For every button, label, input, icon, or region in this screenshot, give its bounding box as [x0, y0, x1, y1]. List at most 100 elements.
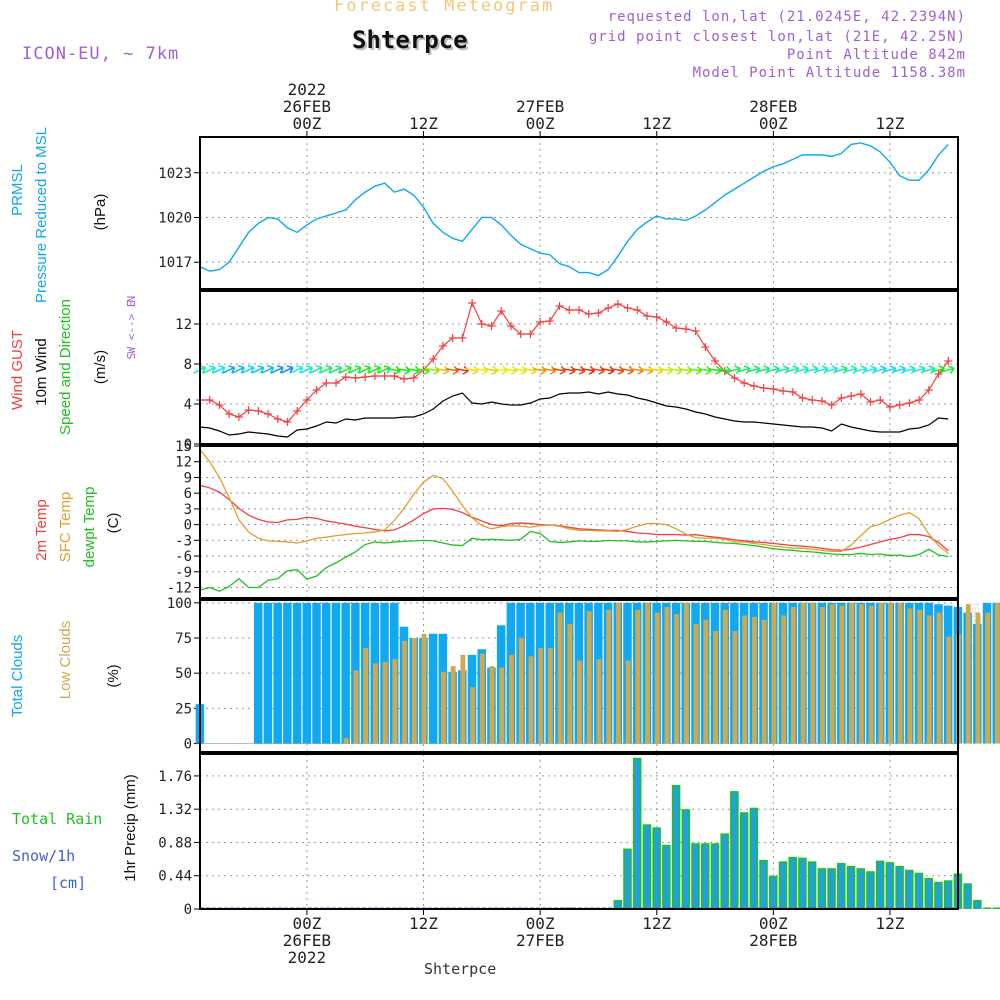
gust-marker — [759, 384, 768, 392]
low-cloud-bar — [586, 611, 592, 744]
low-cloud-bar — [363, 647, 369, 744]
total-cloud-bar — [312, 602, 321, 744]
low-cloud-bar — [509, 654, 514, 744]
low-cloud-bar — [382, 661, 388, 744]
total-cloud-bar — [263, 602, 273, 744]
gust-marker — [361, 373, 370, 381]
clouds-ytick-label: 50 — [175, 666, 192, 682]
wind-direction-arrow — [203, 365, 216, 374]
low-cloud-bar — [460, 654, 466, 744]
low-cloud-bar — [917, 609, 923, 744]
gust-marker — [215, 401, 224, 409]
temperature-frame — [199, 445, 959, 599]
precip-bar-inner — [760, 861, 767, 909]
bottom-time-label: 12Z — [642, 914, 671, 933]
clouds-ytick-label: 25 — [175, 701, 192, 717]
gust-marker — [448, 334, 457, 342]
model-label: ICON-EU, ~ 7km — [22, 44, 180, 64]
low-cloud-bar — [858, 604, 864, 744]
footer-location: Shterpce — [424, 960, 497, 978]
total-cloud-bar — [341, 602, 350, 744]
gust-marker — [264, 410, 273, 418]
low-cloud-bar — [820, 607, 825, 744]
precip-ytick-label: 1.32 — [158, 802, 192, 818]
gust-marker — [749, 382, 758, 390]
total-cloud-bar — [428, 633, 438, 744]
wind-direction-arrow — [309, 365, 323, 374]
precip-bar-inner — [683, 810, 689, 909]
low-cloud-bar — [713, 630, 718, 744]
gust-marker — [808, 396, 817, 404]
wind-direction-arrow — [222, 365, 236, 374]
precip-bar-inner — [722, 834, 728, 909]
precip-bar-inner — [799, 859, 806, 909]
clouds-unit: (%) — [105, 664, 122, 687]
gust-marker — [322, 379, 331, 387]
top-time-label: 00Z — [526, 114, 555, 133]
rain-bar — [982, 907, 992, 909]
chart-subtitle: Forecast Meteogram — [334, 0, 555, 16]
precip-frame — [199, 753, 959, 910]
wind-panel: 0 4 8 12 — [175, 291, 958, 453]
low-cloud-bar — [771, 602, 777, 744]
wind-direction-arrow — [941, 365, 955, 375]
wind-ytick-label: 12 — [175, 317, 192, 333]
low-cloud-bar — [343, 737, 349, 744]
precip-bar-inner — [702, 844, 708, 909]
gust-marker — [584, 310, 593, 318]
gust-marker — [536, 318, 545, 326]
precip-ytick-label: 0.88 — [158, 835, 192, 851]
low-cloud-bar — [596, 659, 602, 744]
precip-bar-inner — [741, 813, 747, 909]
model-point-altitude: Model Point Altitude 1158.38m — [692, 65, 966, 81]
gust-marker — [341, 373, 350, 381]
wind-direction-arrow — [251, 365, 265, 374]
precip-bar-inner — [828, 869, 835, 909]
gust-marker — [400, 375, 409, 383]
gust-marker — [604, 304, 613, 312]
gust-marker — [769, 385, 778, 393]
gust-marker — [575, 306, 583, 314]
precip-bar-inner — [751, 809, 757, 909]
precip-bar-inner — [653, 828, 660, 909]
pressure-label-prmsl: PRMSL — [9, 164, 26, 216]
precip-bar-inner — [644, 825, 650, 909]
gust-marker — [633, 306, 642, 314]
gust-marker — [468, 299, 477, 307]
low-cloud-bar — [965, 604, 971, 744]
wind-background — [200, 291, 958, 444]
low-cloud-bar — [683, 602, 689, 744]
precip-bar-inner — [624, 850, 631, 909]
gust-marker — [244, 406, 253, 414]
gust-marker — [409, 374, 418, 382]
low-cloud-bar — [664, 607, 670, 744]
low-cloud-bar — [878, 602, 884, 744]
precip-bar-inner — [858, 869, 864, 909]
wind-direction-arrow — [241, 365, 255, 374]
low-cloud-bar — [907, 608, 913, 744]
total-rain-label: Total Rain — [12, 810, 102, 828]
temperature-ytick-label: 15 — [175, 439, 192, 455]
low-cloud-bar — [538, 647, 544, 744]
snow-label: Snow/1h — [12, 847, 75, 865]
low-cloud-bar — [936, 612, 942, 744]
bottom-time-label: 12Z — [409, 914, 438, 933]
low-cloud-bar — [732, 630, 738, 744]
gust-marker — [380, 372, 389, 380]
gust-marker — [681, 325, 690, 333]
total-cloud-bar — [331, 602, 341, 744]
gust-marker — [779, 387, 788, 395]
low-cloud-bar — [868, 605, 874, 744]
low-cloud-bar — [790, 607, 796, 744]
gust-marker — [662, 318, 671, 326]
gust-marker — [944, 357, 953, 365]
gust-marker — [905, 399, 914, 407]
wind-ytick-label: 0 — [184, 437, 192, 453]
low-cloud-bar — [674, 614, 680, 744]
gust-marker — [487, 322, 496, 330]
low-cloud-bar — [372, 663, 378, 744]
low-cloud-bar — [703, 619, 709, 744]
precip-bar-inner — [712, 844, 718, 909]
gust-marker — [711, 357, 720, 365]
